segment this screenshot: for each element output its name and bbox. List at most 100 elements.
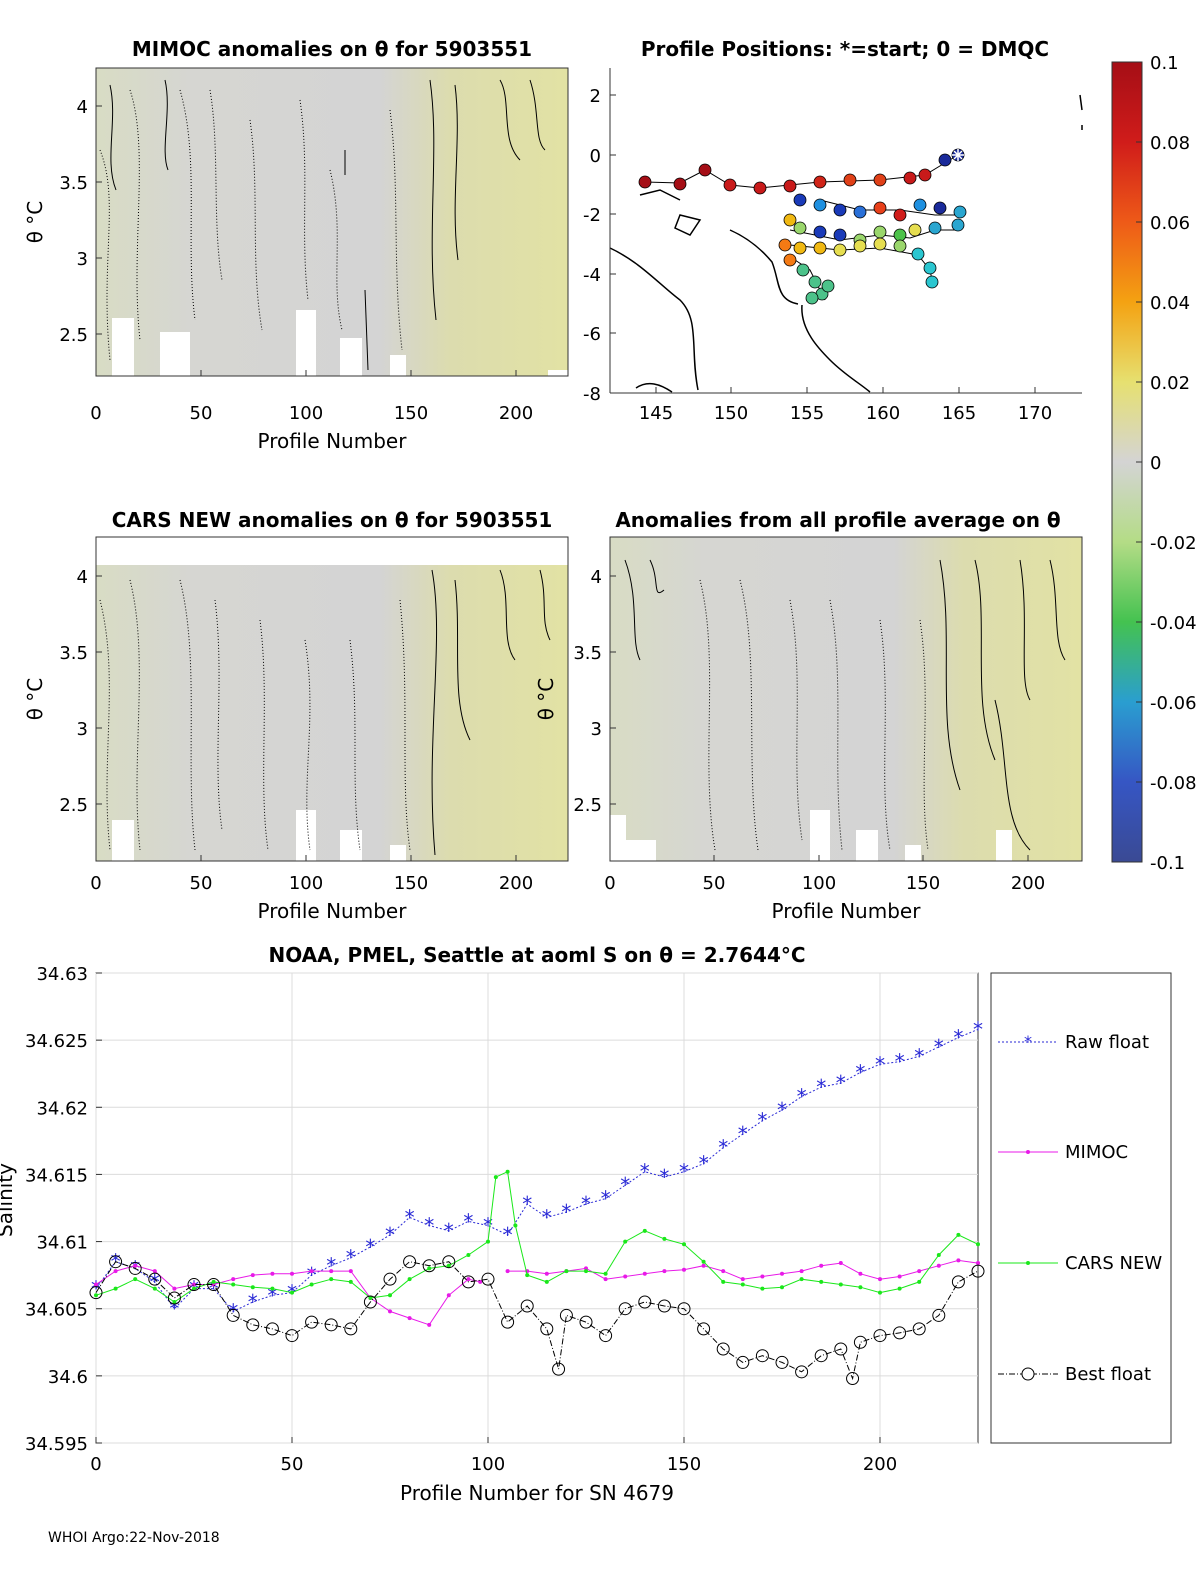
data-point <box>682 1242 686 1247</box>
start-marker <box>952 149 964 161</box>
data-point <box>697 1322 711 1336</box>
data-point <box>642 1271 647 1276</box>
data-point: * <box>522 1192 532 1216</box>
data-point <box>936 1263 941 1268</box>
legend-label-mimoc: MIMOC <box>1065 1142 1128 1163</box>
data-point <box>682 1267 686 1272</box>
mimoc-xtick: 100 <box>289 403 323 424</box>
cars-ylabel: θ °C <box>23 678 47 721</box>
data-point <box>270 1286 275 1291</box>
data-point <box>148 1272 162 1286</box>
data-point <box>133 1277 138 1282</box>
data-point <box>897 1286 902 1291</box>
data-point: * <box>503 1223 513 1247</box>
data-point <box>677 1302 691 1316</box>
y-tick-label: 34.625 <box>25 1031 88 1052</box>
data-point <box>795 1365 809 1379</box>
positions-ytick: -2 <box>583 205 601 226</box>
colorbar-label: -0.08 <box>1150 773 1197 794</box>
data-point <box>701 1263 706 1268</box>
data-point <box>505 1169 510 1174</box>
positions-xtick: 165 <box>942 403 976 424</box>
chart-title: NOAA, PMEL, Seattle at aoml S on θ = 2.7… <box>268 943 805 967</box>
cars-ytick: 2.5 <box>59 795 88 816</box>
positions-panel: Profile Positions: *=start; 0 = DMQC <box>583 37 1083 424</box>
data-point <box>740 1277 745 1282</box>
average-ytick: 2.5 <box>573 795 602 816</box>
data-point <box>873 1329 887 1343</box>
data-point <box>976 1242 980 1247</box>
data-point: * <box>777 1098 787 1122</box>
legend-entry-cars: CARS NEW <box>998 1253 1162 1274</box>
data-point <box>564 1269 569 1274</box>
data-point: * <box>444 1219 454 1243</box>
data-point <box>544 1279 549 1284</box>
average-ytick: 3.5 <box>573 643 602 664</box>
data-point <box>932 1308 946 1322</box>
data-point <box>94 1282 98 1287</box>
average-ytick: 3 <box>591 719 602 740</box>
data-point: * <box>248 1290 258 1314</box>
data-point <box>858 1271 863 1276</box>
data-point <box>760 1274 765 1279</box>
average-dotted-contours <box>699 579 929 851</box>
legend-label-raw: Raw float <box>1065 1032 1149 1053</box>
data-point <box>623 1239 628 1244</box>
cars-xtick: 200 <box>499 873 533 894</box>
y-tick-label: 34.615 <box>25 1165 88 1186</box>
data-point: * <box>855 1060 865 1084</box>
y-tick-label: 34.6 <box>48 1367 88 1388</box>
data-point: * <box>973 1017 983 1041</box>
average-axes-box <box>609 536 1083 862</box>
mimoc-xtick: 150 <box>394 403 428 424</box>
data-point: * <box>699 1152 709 1176</box>
data-point <box>838 1282 843 1287</box>
series-cars-new <box>94 1169 980 1304</box>
positions-xtick: 160 <box>866 403 900 424</box>
data-point <box>603 1277 608 1282</box>
data-point <box>427 1322 432 1327</box>
data-point <box>388 1293 392 1298</box>
data-point <box>270 1271 275 1276</box>
cars-dotted-contours <box>99 579 411 851</box>
data-point <box>152 1269 157 1274</box>
data-point: * <box>914 1044 924 1068</box>
positions-xtick: 170 <box>1018 403 1052 424</box>
data-point: * <box>405 1205 415 1229</box>
data-point <box>133 1263 138 1268</box>
data-point <box>642 1228 647 1233</box>
positions-map-area <box>610 68 1082 393</box>
cars-contours <box>431 569 551 856</box>
colorbar-label: -0.02 <box>1150 533 1197 554</box>
data-point <box>552 1362 566 1376</box>
data-point <box>309 1269 314 1274</box>
footer-credit: WHOI Argo:22-Nov-2018 <box>48 1530 220 1546</box>
cars-axes-box <box>95 536 569 862</box>
data-point <box>721 1269 726 1274</box>
legend-box <box>990 972 1172 1444</box>
mimoc-panel: MIMOC anomalies on θ for 5903551 <box>23 37 569 453</box>
mimoc-ylabel: θ °C <box>23 201 47 244</box>
data-point: * <box>365 1235 375 1259</box>
mimoc-xtick: 50 <box>190 403 213 424</box>
data-point <box>113 1286 118 1291</box>
data-point <box>893 1326 907 1340</box>
data-point <box>559 1308 573 1322</box>
data-point <box>976 1261 980 1266</box>
data-point <box>250 1273 255 1278</box>
data-point: * <box>150 1270 160 1294</box>
cars-panel: CARS NEW anomalies on θ for 5903551 0 <box>23 508 569 923</box>
cars-xtick: 0 <box>90 873 101 894</box>
profile-markers <box>638 148 967 305</box>
data-point <box>878 1290 882 1295</box>
data-point: * <box>953 1025 963 1049</box>
data-point: * <box>463 1209 473 1233</box>
cars-ticks <box>95 575 517 861</box>
gridlines <box>95 972 978 1444</box>
data-point <box>109 1255 123 1269</box>
data-point <box>466 1277 471 1282</box>
data-point: * <box>385 1223 395 1247</box>
data-point <box>309 1282 314 1287</box>
data-point <box>324 1318 338 1332</box>
mimoc-dotted-contours <box>99 89 403 361</box>
